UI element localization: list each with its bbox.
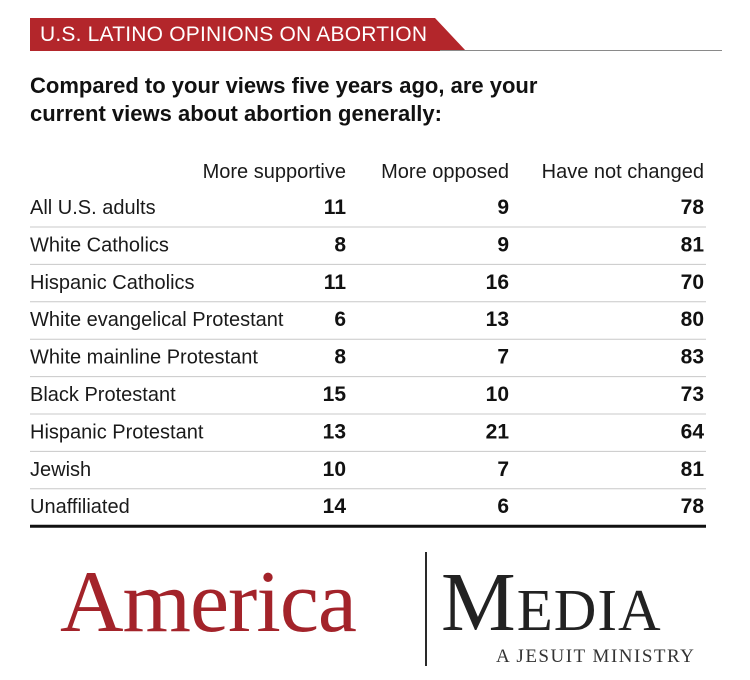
table-cell: 8 (334, 233, 346, 256)
table-cell: 6 (334, 308, 346, 331)
row-label: White Catholics (30, 234, 169, 256)
table-cell: 78 (681, 495, 705, 518)
america-media-logo: America Media A JESUIT MINISTRY (55, 548, 715, 673)
column-header: More opposed (381, 161, 509, 183)
table-cell: 21 (486, 420, 510, 443)
table-cell: 15 (323, 383, 347, 406)
table-cell: 78 (681, 196, 705, 219)
title-banner: U.S. LATINO OPINIONS ON ABORTION (30, 18, 466, 51)
row-label: Black Protestant (30, 384, 176, 406)
column-header: More supportive (203, 161, 346, 183)
logo-america-word: America (60, 554, 357, 651)
table-svg: More supportive More opposed Have not chan… (30, 161, 706, 528)
table-cell: 9 (497, 196, 509, 219)
banner-title: U.S. LATINO OPINIONS ON ABORTION (40, 23, 428, 46)
table-cell: 16 (486, 271, 509, 294)
table-cell: 80 (681, 308, 704, 331)
row-label: Unaffiliated (30, 496, 130, 518)
table-cell: 70 (681, 271, 704, 294)
table-cell: 7 (497, 346, 509, 369)
table-cell: 7 (497, 458, 509, 481)
row-label: White evangelical Protestant (30, 309, 284, 331)
table-cell: 8 (334, 346, 346, 369)
survey-question: Compared to your views five years ago, a… (30, 73, 538, 126)
row-label: Hispanic Catholics (30, 272, 195, 294)
table-cell: 13 (486, 308, 509, 331)
column-header: Have not changed (542, 161, 704, 183)
row-label: Jewish (30, 459, 91, 481)
table-cell: 9 (497, 233, 509, 256)
banner-rule (440, 50, 722, 51)
logo-divider (425, 552, 427, 666)
table-cell: 11 (324, 196, 347, 219)
table-cell: 11 (324, 271, 347, 294)
logo-tagline: A JESUIT MINISTRY (496, 646, 696, 667)
logo-media-word: Media (441, 556, 662, 649)
table-cell: 73 (681, 383, 704, 406)
table-cell: 81 (681, 458, 705, 481)
table-cell: 83 (681, 346, 704, 369)
table-cell: 81 (681, 233, 705, 256)
table-cell: 14 (323, 495, 347, 518)
row-label: White mainline Protestant (30, 347, 258, 369)
table-cell: 13 (323, 420, 346, 443)
table-cell: 10 (323, 458, 346, 481)
row-label: Hispanic Protestant (30, 421, 204, 443)
row-label: All U.S. adults (30, 197, 156, 219)
table-cell: 6 (497, 495, 509, 518)
table-cell: 10 (486, 383, 509, 406)
opinion-table: More supportive More opposed Have not chan… (30, 150, 706, 530)
table-cell: 64 (681, 420, 705, 443)
